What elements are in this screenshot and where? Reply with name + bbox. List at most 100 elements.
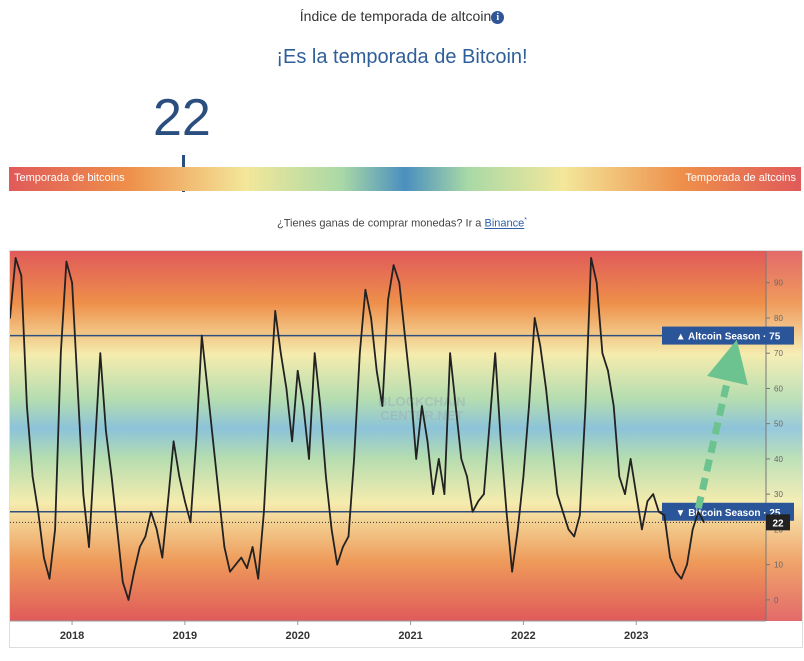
link-mark: *: [524, 217, 527, 224]
data-point: [229, 570, 231, 573]
index-title: Índice de temporada de altcoin: [299, 8, 492, 24]
data-point: [641, 528, 643, 531]
data-point: [584, 405, 587, 407]
y-tick-label: 0: [774, 596, 779, 605]
data-point: [302, 405, 305, 407]
season-gauge: Temporada de bitcoins Temporada de altco…: [9, 167, 801, 191]
data-point: [686, 563, 688, 566]
data-point: [155, 528, 158, 531]
data-point: [624, 493, 626, 495]
data-point: [150, 510, 152, 513]
x-tick-label: 2019: [173, 630, 197, 642]
data-point: [82, 493, 85, 495]
data-point: [347, 535, 350, 538]
data-point: [533, 317, 536, 319]
data-point: [184, 500, 186, 502]
x-tick-label: 2021: [398, 630, 422, 642]
data-point: [59, 352, 62, 354]
data-point: [595, 281, 598, 284]
data-point: [437, 458, 440, 460]
data-point: [398, 281, 401, 284]
data-point: [280, 352, 282, 354]
data-point: [217, 493, 220, 495]
data-point: [195, 440, 197, 443]
data-point: [494, 352, 496, 354]
data-point: [26, 405, 28, 407]
info-icon[interactable]: i: [491, 11, 505, 24]
data-point: [522, 475, 525, 478]
data-point: [404, 334, 406, 337]
data-point: [607, 370, 609, 372]
season-headline: ¡Es la temporada de Bitcoin!: [276, 46, 528, 68]
x-axis-band: [10, 621, 802, 647]
data-point: [223, 546, 226, 548]
data-point: [471, 510, 474, 513]
data-point: [646, 500, 649, 502]
data-point: [54, 528, 56, 531]
data-point: [550, 440, 553, 443]
data-point: [313, 352, 316, 354]
data-point: [545, 387, 547, 390]
altcoin-season-badge: [662, 326, 794, 345]
altcoin-index-chart: 0102030405060708090201820192020202120222…: [9, 250, 803, 648]
data-point: [454, 405, 457, 407]
data-point: [342, 546, 344, 548]
data-point: [590, 257, 592, 259]
data-point: [674, 570, 677, 573]
data-point: [387, 299, 389, 302]
data-point: [669, 556, 671, 559]
data-point: [336, 563, 339, 566]
data-point: [43, 556, 45, 559]
y-tick-label: 60: [774, 384, 783, 393]
data-point: [426, 440, 429, 443]
data-point: [443, 493, 446, 495]
y-tick-label: 70: [774, 349, 783, 358]
data-point: [99, 352, 102, 354]
data-point: [330, 528, 333, 531]
data-point: [488, 422, 491, 425]
data-point: [556, 493, 559, 495]
data-point: [539, 345, 542, 347]
data-point: [285, 387, 288, 390]
data-point: [20, 274, 23, 277]
data-point: [697, 510, 700, 513]
data-point: [274, 310, 276, 312]
data-point: [116, 528, 118, 531]
index-value: 22: [153, 89, 211, 147]
data-point: [263, 510, 265, 513]
data-point: [618, 475, 621, 478]
data-point: [172, 440, 175, 443]
data-point: [483, 493, 485, 495]
data-point: [505, 510, 508, 513]
data-point: [37, 510, 40, 513]
data-point: [246, 567, 248, 569]
current-value-badge: [766, 514, 790, 531]
data-point: [432, 493, 434, 495]
chart-svg: 0102030405060708090201820192020202120222…: [10, 251, 802, 647]
data-point: [409, 387, 412, 390]
data-point: [691, 528, 694, 531]
x-tick-label: 2023: [624, 630, 648, 642]
data-point: [206, 387, 209, 390]
data-point: [212, 440, 214, 443]
data-point: [663, 514, 666, 517]
data-point: [652, 493, 654, 495]
data-point: [658, 510, 660, 513]
data-point: [76, 387, 79, 390]
data-point: [415, 458, 418, 460]
data-point: [477, 500, 480, 502]
data-point: [573, 535, 575, 538]
data-point: [601, 352, 604, 354]
data-point: [370, 317, 372, 319]
data-point: [325, 475, 327, 478]
data-point: [122, 581, 124, 584]
data-point: [392, 264, 395, 266]
data-point: [257, 577, 260, 580]
data-point: [201, 334, 203, 337]
y-tick-label: 50: [774, 420, 783, 429]
y-tick-label: 10: [774, 561, 783, 570]
data-point: [500, 440, 502, 443]
x-tick-label: 2020: [285, 630, 309, 642]
binance-link[interactable]: Binance: [484, 217, 525, 230]
watermark-text: BLOCKCHAIN: [378, 394, 465, 409]
